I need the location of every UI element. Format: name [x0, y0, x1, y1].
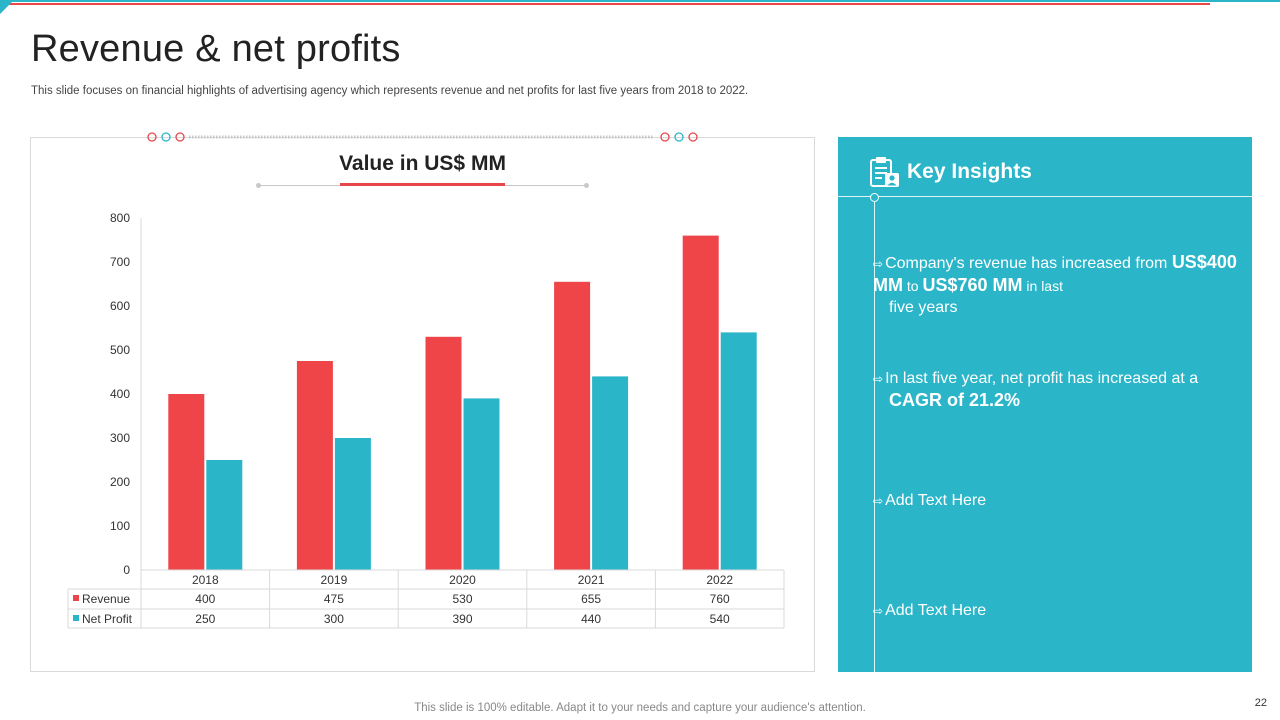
table-value: 530: [452, 592, 472, 606]
insights-divider: [838, 196, 1252, 197]
y-tick-label: 0: [123, 563, 130, 577]
bar-revenue: [168, 394, 205, 570]
clipboard-user-icon: [870, 157, 899, 187]
table-value: 540: [710, 612, 730, 626]
chart-title: Value in US$ MM: [339, 152, 506, 175]
insight-placeholder-1: ⇨ Add Text Here: [873, 492, 987, 509]
bar-net-profit: [720, 332, 757, 570]
top-accent-red: [0, 3, 1210, 5]
y-tick-label: 700: [110, 255, 130, 269]
legend-key: [73, 595, 79, 601]
y-tick-label: 600: [110, 299, 130, 313]
table-value: 655: [581, 592, 601, 606]
arrow-right-icon: ⇨: [873, 604, 884, 618]
insights-panel: [838, 137, 1252, 672]
legend-label: Revenue: [82, 592, 130, 606]
panel-decoration: [147, 132, 698, 142]
bar-net-profit: [334, 438, 371, 570]
chart-title-accent: [340, 183, 505, 186]
y-tick-label: 400: [110, 387, 130, 401]
bar-revenue: [554, 281, 591, 570]
bar-net-profit: [206, 460, 243, 570]
insights-timeline-node: [870, 193, 879, 202]
table-value: 390: [452, 612, 472, 626]
page-title: Revenue & net profits: [31, 28, 401, 70]
page-number: 22: [1254, 697, 1267, 709]
bar-revenue: [682, 235, 719, 570]
y-tick-label: 500: [110, 343, 130, 357]
x-category-label: 2021: [578, 573, 605, 587]
y-tick-label: 100: [110, 519, 130, 533]
table-value: 440: [581, 612, 601, 626]
insights-title: Key Insights: [907, 160, 1032, 183]
table-value: 400: [195, 592, 215, 606]
x-category-label: 2018: [192, 573, 219, 587]
table-value: 760: [710, 592, 730, 606]
arrow-right-icon: ⇨: [873, 372, 884, 386]
table-value: 475: [324, 592, 344, 606]
arrow-right-icon: ⇨: [873, 494, 884, 508]
bar-revenue: [425, 336, 462, 570]
chart-title-dot-right: [584, 183, 589, 188]
page-subtitle: This slide focuses on financial highligh…: [31, 85, 749, 97]
corner-triangle: [0, 0, 14, 14]
y-tick-label: 800: [110, 211, 130, 225]
arrow-right-icon: ⇨: [873, 257, 884, 271]
table-value: 300: [324, 612, 344, 626]
bar-net-profit: [592, 376, 629, 570]
insights-timeline: [874, 197, 875, 672]
bar-net-profit: [463, 398, 500, 570]
bar-revenue: [296, 361, 333, 570]
bar-chart: 0 100 200 300 400 500 600 700 800 2018 2019 2020 202…: [67, 211, 785, 629]
x-category-label: 2020: [449, 573, 476, 587]
insight-net-profit: ⇨ In last five year, net profit has incre…: [873, 370, 1199, 410]
legend-key: [73, 615, 79, 621]
insight-revenue: ⇨ Company's revenue has increased from US…: [873, 252, 1237, 316]
insight-placeholder-2: ⇨ Add Text Here: [873, 602, 987, 619]
x-category-label: 2022: [706, 573, 733, 587]
legend-label: Net Profit: [82, 612, 133, 626]
table-value: 250: [195, 612, 215, 626]
chart-title-dot-left: [256, 183, 261, 188]
y-tick-label: 200: [110, 475, 130, 489]
x-category-label: 2019: [321, 573, 348, 587]
top-accent-teal: [0, 0, 1280, 2]
y-tick-label: 300: [110, 431, 130, 445]
footer-note: This slide is 100% editable. Adapt it to…: [414, 702, 866, 714]
